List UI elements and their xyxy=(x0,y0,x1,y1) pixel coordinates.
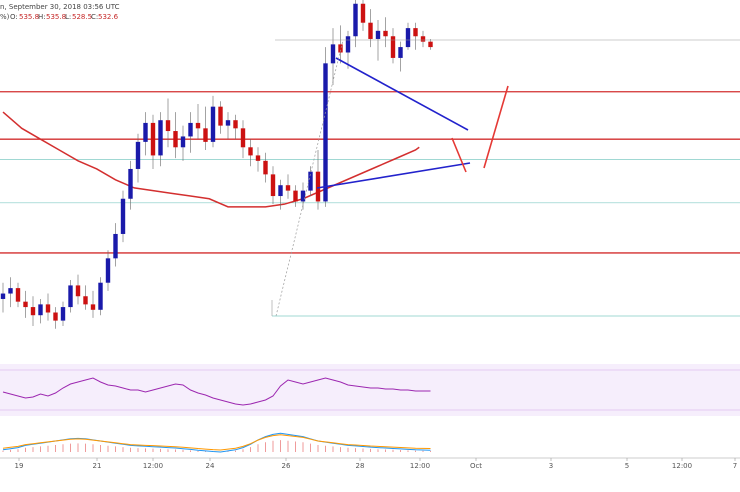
x-tick-label-8: 3 xyxy=(549,462,553,470)
x-tick-label-0: 19 xyxy=(15,462,24,470)
rsi-pane-bg xyxy=(0,364,740,416)
candle-body-14 xyxy=(105,258,111,283)
candle-body-27 xyxy=(203,128,208,142)
candle-body-12 xyxy=(90,304,96,310)
candle-body-25 xyxy=(188,122,193,137)
candle-body-54 xyxy=(405,28,411,48)
candle-body-28 xyxy=(210,106,216,142)
x-tick-label-9: 5 xyxy=(625,462,629,470)
x-tick-label-2: 12:00 xyxy=(143,462,163,470)
candle-body-32 xyxy=(240,128,246,148)
candle-body-16 xyxy=(120,198,126,234)
candle-body-2 xyxy=(15,288,21,302)
ohlc-readout: %) O: 535.8 H: 535.8 L: 528.5 C: 532.6 xyxy=(0,13,119,21)
candle-body-23 xyxy=(173,131,178,148)
ohlc-close-value: 532.6 xyxy=(98,13,119,21)
x-tick-label-7: Oct xyxy=(470,462,482,470)
candle-body-55 xyxy=(413,28,418,37)
candle-body-15 xyxy=(113,233,118,259)
macd-pane-bg xyxy=(0,420,740,458)
ohlc-open-label: O: xyxy=(10,13,18,21)
candle-body-6 xyxy=(45,304,51,313)
candle-body-37 xyxy=(278,185,283,197)
candle-body-49 xyxy=(368,22,373,39)
candle-body-53 xyxy=(398,47,403,58)
candle-body-8 xyxy=(60,307,66,321)
candle-body-17 xyxy=(128,168,133,199)
candle-body-36 xyxy=(270,174,276,197)
candle-body-4 xyxy=(30,307,36,316)
candle-body-45 xyxy=(338,44,343,53)
candle-body-5 xyxy=(38,304,43,316)
ohlc-low-value: 528.5 xyxy=(72,13,92,21)
candle-body-20 xyxy=(150,122,156,156)
fib-diagonal xyxy=(275,39,344,317)
signal-line xyxy=(2,434,431,451)
candle-body-33 xyxy=(248,147,253,156)
trendline-upper xyxy=(335,57,469,131)
x-tick-label-10: 12:00 xyxy=(672,462,692,470)
ohlc-high-value: 535.8 xyxy=(46,13,66,21)
ohlc-open-value: 535.8 xyxy=(19,13,39,21)
x-tick-label-3: 24 xyxy=(206,462,215,470)
x-tick-label-6: 12:00 xyxy=(410,462,430,470)
candle-body-21 xyxy=(158,120,163,156)
candle-body-39 xyxy=(293,190,298,202)
candle-body-24 xyxy=(180,136,186,148)
candle-body-7 xyxy=(53,312,58,321)
arrow-down-leg xyxy=(451,137,467,173)
candle-body-19 xyxy=(143,122,148,142)
rsi-line xyxy=(2,377,431,406)
x-tick-label-5: 28 xyxy=(356,462,365,470)
candle-body-50 xyxy=(375,30,381,39)
candle-body-46 xyxy=(345,36,351,53)
candle-body-48 xyxy=(360,3,366,23)
arrow-up-leg xyxy=(483,85,509,169)
candle-body-9 xyxy=(68,285,73,308)
candle-body-34 xyxy=(255,155,261,161)
candle-body-44 xyxy=(330,44,336,64)
candle-body-47 xyxy=(353,3,358,37)
candle-body-30 xyxy=(225,120,231,126)
ohlc-low-label: L: xyxy=(65,13,71,21)
chart-header: n, September 30, 2018 03:56 UTC xyxy=(0,3,120,11)
x-axis-ticks: 19 21 12:00 24 26 28 12:00 Oct 3 5 12:00 7 xyxy=(15,458,737,470)
ohlc-close-label: C: xyxy=(91,13,98,21)
candle-body-18 xyxy=(135,141,141,169)
candle-body-41 xyxy=(308,171,313,191)
candle-body-40 xyxy=(300,190,306,202)
candle-body-52 xyxy=(390,36,396,58)
candle-body-42 xyxy=(315,171,321,202)
candle-body-29 xyxy=(218,106,223,126)
candle-body-56 xyxy=(420,36,426,42)
candle-body-22 xyxy=(165,120,171,132)
candle-body-13 xyxy=(98,282,103,310)
candle-body-0 xyxy=(0,293,6,299)
candle-body-43 xyxy=(323,63,328,202)
candle-body-38 xyxy=(285,185,291,191)
candle-body-26 xyxy=(195,122,201,129)
candle-body-51 xyxy=(383,30,388,37)
moving-average xyxy=(2,111,420,208)
candle-body-31 xyxy=(233,120,238,129)
x-tick-label-4: 26 xyxy=(282,462,291,470)
x-tick-label-11: 7 xyxy=(733,462,737,470)
candlesticks xyxy=(0,0,433,329)
rsi-indicator xyxy=(0,369,740,411)
x-tick-label-1: 21 xyxy=(93,462,102,470)
candle-body-10 xyxy=(75,285,81,297)
ohlc-prefix: %) xyxy=(0,13,10,21)
ma-line xyxy=(2,111,420,208)
candle-body-3 xyxy=(23,301,28,308)
candle-body-1 xyxy=(8,288,13,294)
candle-body-57 xyxy=(428,41,433,48)
ohlc-high-label: H: xyxy=(38,13,46,21)
macd-indicator xyxy=(2,432,431,453)
annotations xyxy=(271,39,740,317)
trendline-lower xyxy=(316,162,471,189)
candle-body-35 xyxy=(263,160,268,175)
candle-body-11 xyxy=(83,296,88,305)
